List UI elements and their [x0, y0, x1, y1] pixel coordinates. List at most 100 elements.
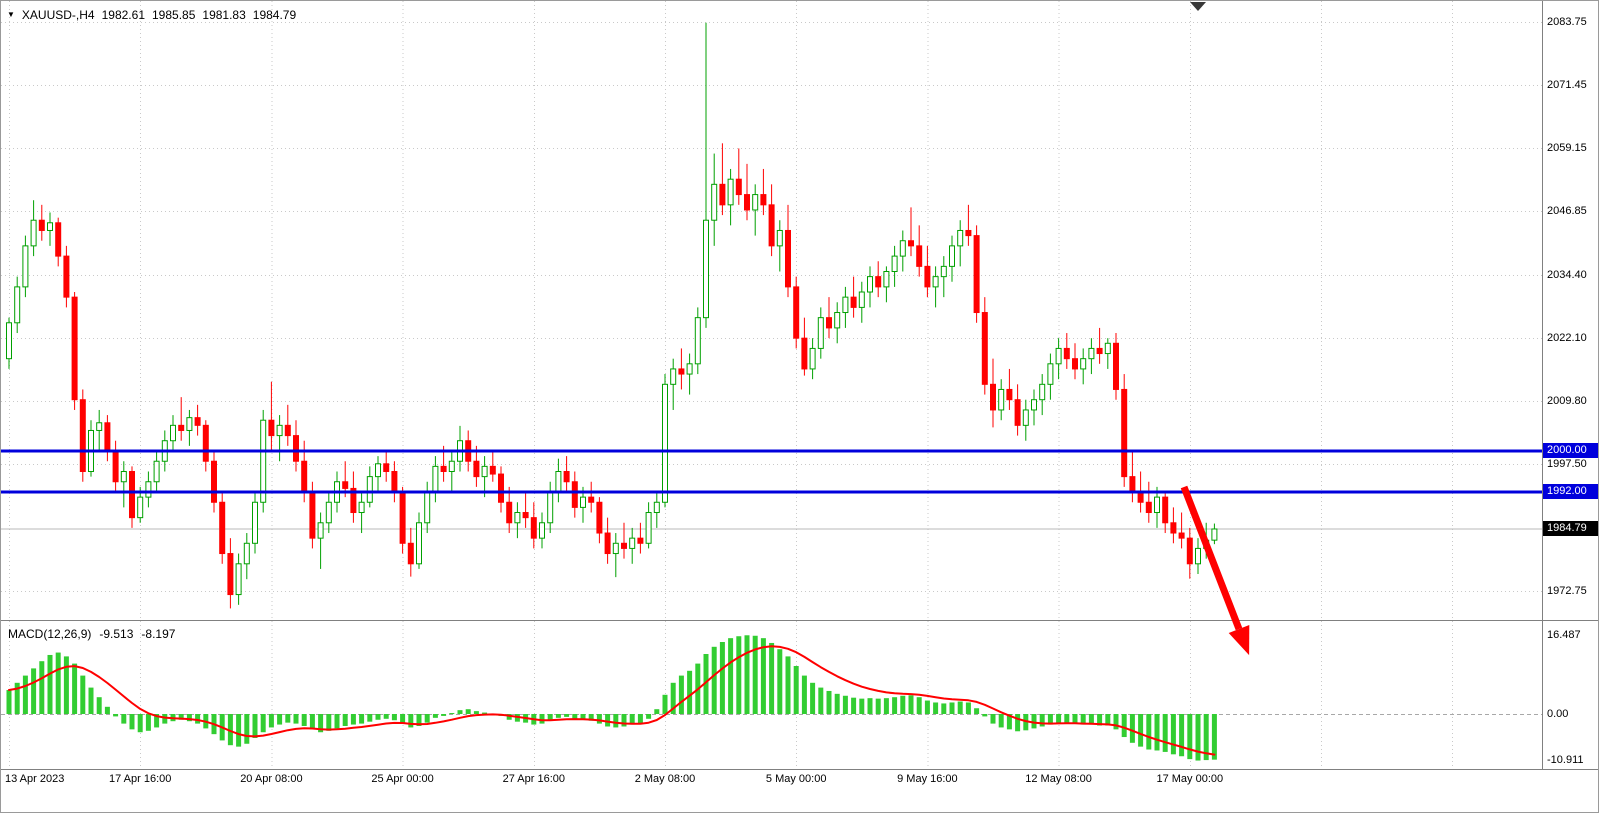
- macd-bar: [941, 703, 947, 714]
- candlestick: [949, 235, 955, 282]
- chart-shift-marker[interactable]: [1190, 2, 1206, 11]
- candle-body: [908, 240, 914, 247]
- candle-body: [834, 312, 841, 329]
- macd-bar: [63, 656, 69, 714]
- macd-bar: [244, 714, 250, 744]
- candlestick: [47, 212, 53, 246]
- candlestick: [891, 245, 898, 287]
- candlestick: [662, 374, 668, 508]
- candlestick: [899, 230, 906, 272]
- candle-body: [850, 296, 857, 308]
- macd-bar: [88, 687, 94, 714]
- candlestick: [1145, 481, 1152, 523]
- candle-body: [243, 542, 250, 565]
- candlestick: [858, 281, 865, 323]
- candle-body: [1096, 347, 1103, 355]
- macd-bar: [22, 675, 28, 714]
- candlestick: [793, 276, 800, 349]
- candlestick: [38, 204, 45, 241]
- macd-bar: [974, 708, 980, 714]
- candlestick: [317, 512, 324, 569]
- candlestick: [219, 492, 226, 564]
- candle-body: [686, 363, 693, 375]
- candlestick-series: [6, 22, 1218, 609]
- candlestick: [629, 527, 636, 564]
- candle-body: [325, 501, 332, 524]
- candle-body: [14, 286, 21, 324]
- candle-body: [621, 542, 627, 549]
- candlestick: [1063, 333, 1070, 369]
- macd-bar: [965, 702, 971, 714]
- candlestick: [276, 415, 283, 462]
- candle-body: [555, 470, 562, 493]
- macd-indicator-header: MACD(12,26,9) -9.513 -8.197: [8, 627, 175, 641]
- candlestick: [375, 456, 381, 493]
- macd-bar: [596, 714, 602, 724]
- candlestick: [653, 492, 660, 528]
- candle-body: [645, 512, 652, 544]
- macd-bar: [285, 714, 291, 723]
- candlestick: [571, 471, 578, 518]
- candle-body: [1104, 342, 1111, 355]
- candle-body: [260, 419, 267, 503]
- candlestick: [727, 168, 734, 226]
- candle-body: [129, 470, 135, 519]
- candlestick: [432, 456, 439, 503]
- candlestick: [867, 266, 873, 308]
- macd-bar: [892, 697, 898, 714]
- candle-body: [407, 542, 414, 565]
- macd-bar: [637, 714, 643, 724]
- candlestick: [293, 420, 299, 472]
- candle-body: [744, 194, 750, 211]
- candlestick: [1039, 374, 1046, 416]
- macd-bar: [719, 642, 725, 714]
- candle-body: [202, 424, 209, 462]
- candle-body: [604, 532, 611, 555]
- macd-indicator-label: MACD(12,26,9): [8, 627, 92, 641]
- candlestick: [1047, 353, 1054, 400]
- macd-bar: [736, 636, 742, 714]
- macd-bar: [580, 714, 586, 720]
- candlestick: [399, 486, 406, 554]
- macd-bar: [1064, 714, 1070, 723]
- macd-bar: [547, 714, 553, 721]
- candlestick: [1055, 338, 1062, 380]
- macd-bar: [1121, 714, 1127, 738]
- candle-body: [990, 383, 996, 411]
- macd-bar: [1129, 714, 1135, 743]
- macd-bar: [875, 698, 881, 714]
- dropdown-triangle-icon[interactable]: ▼: [7, 10, 15, 19]
- candle-body: [858, 291, 865, 308]
- candlestick: [14, 276, 21, 334]
- candle-body: [547, 491, 554, 524]
- macd-bar: [416, 714, 422, 726]
- candle-body: [1014, 399, 1021, 426]
- candlestick: [965, 204, 972, 246]
- macd-bar: [1195, 714, 1201, 761]
- macd-signal-line: [8, 645, 1216, 756]
- candlestick: [719, 143, 726, 216]
- candle-body: [186, 417, 193, 431]
- candlestick: [883, 266, 890, 303]
- candlestick: [801, 317, 808, 376]
- candlestick: [514, 502, 521, 539]
- candlestick: [145, 471, 152, 508]
- candlestick: [563, 456, 570, 493]
- candle-body: [1121, 388, 1128, 478]
- trend-arrow-annotation[interactable]: [1180, 485, 1250, 656]
- macd-value: -9.513: [99, 627, 134, 641]
- candlestick: [243, 533, 250, 580]
- macd-bar: [1072, 714, 1078, 724]
- candle-body: [1080, 358, 1087, 370]
- candlestick: [1072, 343, 1078, 380]
- candlestick: [22, 235, 29, 298]
- candle-body: [55, 222, 62, 257]
- candlestick: [908, 207, 914, 257]
- macd-bar: [588, 714, 594, 721]
- macd-bar: [31, 668, 37, 714]
- candle-body: [71, 296, 78, 401]
- macd-bar: [769, 642, 775, 714]
- candle-body: [194, 417, 201, 426]
